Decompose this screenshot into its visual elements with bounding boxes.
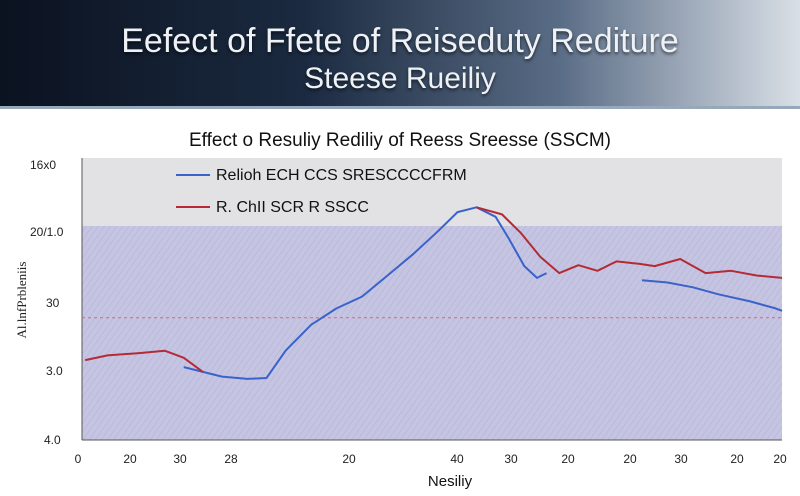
plot-hatching	[82, 226, 782, 440]
y-tick-label: 16x0	[30, 158, 56, 172]
series-line-2	[641, 279, 783, 312]
x-tick-label: 30	[173, 452, 187, 466]
chart-title: Effect o Resuliy Rediliy of Reess Sreess…	[189, 130, 611, 151]
x-tick-label: 20	[342, 452, 356, 466]
series-line-3	[84, 349, 204, 373]
x-tick-label: 30	[674, 452, 688, 466]
x-tick-label: 30	[504, 452, 518, 466]
title-banner: Eefect of Ffete of Reiseduty Rediture St…	[0, 0, 800, 106]
x-tick-label: 20	[773, 452, 787, 466]
banner-divider	[0, 106, 800, 109]
series-line-1	[183, 206, 547, 380]
x-tick-label: 20	[730, 452, 744, 466]
x-axis-label: Nesiliy	[428, 473, 473, 490]
x-tick-label: 20	[623, 452, 637, 466]
x-tick-label: 20	[123, 452, 137, 466]
x-tick-label: 20	[561, 452, 575, 466]
x-tick-label: 40	[450, 452, 464, 466]
series-line-4	[476, 206, 783, 279]
banner-title-line2: Steese Rueiliy	[304, 62, 496, 95]
y-axis-label: Al.lnfPrbleniis	[14, 262, 29, 339]
x-tick-label: 28	[224, 452, 238, 466]
legend-label-blue: Relioh ECH CCS SRESCCCCFRM	[216, 167, 467, 184]
y-tick-label: 3.0	[46, 364, 63, 378]
y-tick-label: 30	[46, 296, 60, 310]
y-tick-label: 4.0	[44, 433, 61, 447]
legend-band	[82, 158, 782, 228]
y-tick-label: 20/1.0	[30, 225, 64, 239]
x-tick-label: 0	[75, 452, 82, 466]
legend-label-red: R. ChII SCR R SSCC	[216, 199, 369, 216]
banner-title-line1: Eefect of Ffete of Reiseduty Rediture	[121, 22, 679, 60]
